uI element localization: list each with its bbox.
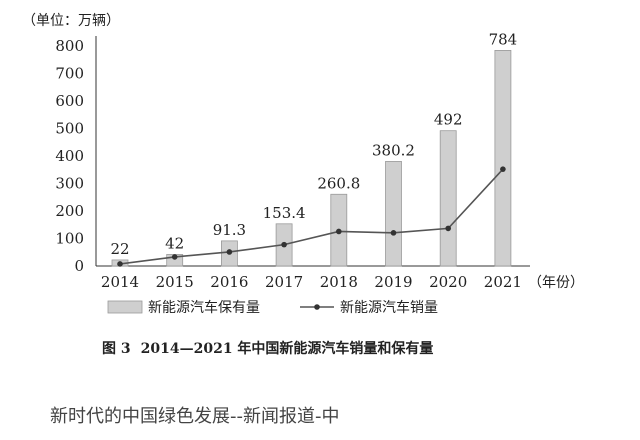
legend-line-marker xyxy=(314,304,320,310)
x-unit-label: （年份） xyxy=(528,275,584,291)
x-tick-label: 2015 xyxy=(156,273,194,291)
y-tick-label: 500 xyxy=(55,120,84,138)
legend-bar-label: 新能源汽车保有量 xyxy=(148,299,260,316)
sales-point xyxy=(500,166,506,172)
bar xyxy=(494,50,512,267)
figure-caption: 图 3 2014—2021 年中国新能源汽车销量和保有量 xyxy=(102,338,433,358)
y-tick-label: 400 xyxy=(55,147,84,165)
y-tick-label: 200 xyxy=(55,202,84,220)
bar xyxy=(439,130,457,267)
y-tick-label: 0 xyxy=(74,257,84,275)
x-tick-label: 2014 xyxy=(101,273,139,291)
figure-title: 2014—2021 年中国新能源汽车销量和保有量 xyxy=(140,341,434,357)
legend-line-label: 新能源汽车销量 xyxy=(340,299,438,316)
sales-point xyxy=(171,254,178,260)
figure-number: 图 3 xyxy=(102,341,131,357)
bar-value-label: 260.8 xyxy=(317,174,360,192)
x-tick-label: 2019 xyxy=(374,273,412,291)
legend-bar-swatch xyxy=(107,300,143,314)
article-title-text: 新时代的中国绿色发展--新闻报道-中 xyxy=(50,406,340,427)
sales-point xyxy=(336,228,342,235)
x-tick-label: 2016 xyxy=(210,273,248,291)
sales-point xyxy=(281,241,287,248)
bar-value-label: 153.4 xyxy=(263,204,306,222)
bar xyxy=(385,161,402,267)
sales-point xyxy=(117,261,123,267)
x-tick-label: 2018 xyxy=(320,273,358,291)
bar-value-label: 492 xyxy=(434,111,463,129)
chart: （单位：万辆） 0 100 200 300 400 500 600 700 800 22 42 91.3… xyxy=(22,13,584,316)
x-tick-label: 2021 xyxy=(484,273,522,291)
bar-value-label: 784 xyxy=(489,30,518,48)
bar-value-label: 42 xyxy=(165,234,184,252)
sales-point xyxy=(390,230,397,236)
sales-point xyxy=(226,249,233,255)
bar-value-label: 91.3 xyxy=(213,221,246,239)
x-tick-label: 2017 xyxy=(265,273,303,291)
y-tick-label: 300 xyxy=(55,175,84,193)
bar-value-label: 380.2 xyxy=(372,141,415,159)
y-tick-label: 800 xyxy=(55,37,84,55)
y-tick-label: 700 xyxy=(55,65,84,83)
sales-line xyxy=(119,168,504,265)
sales-point xyxy=(445,225,452,232)
x-tick-label: 2020 xyxy=(429,273,467,291)
unit-label: （单位：万辆） xyxy=(22,13,120,29)
y-tick-label: 600 xyxy=(55,92,84,110)
text-fade-overlay xyxy=(400,396,640,436)
y-tick-label: 100 xyxy=(55,230,84,248)
bar-value-label: 22 xyxy=(110,240,129,258)
